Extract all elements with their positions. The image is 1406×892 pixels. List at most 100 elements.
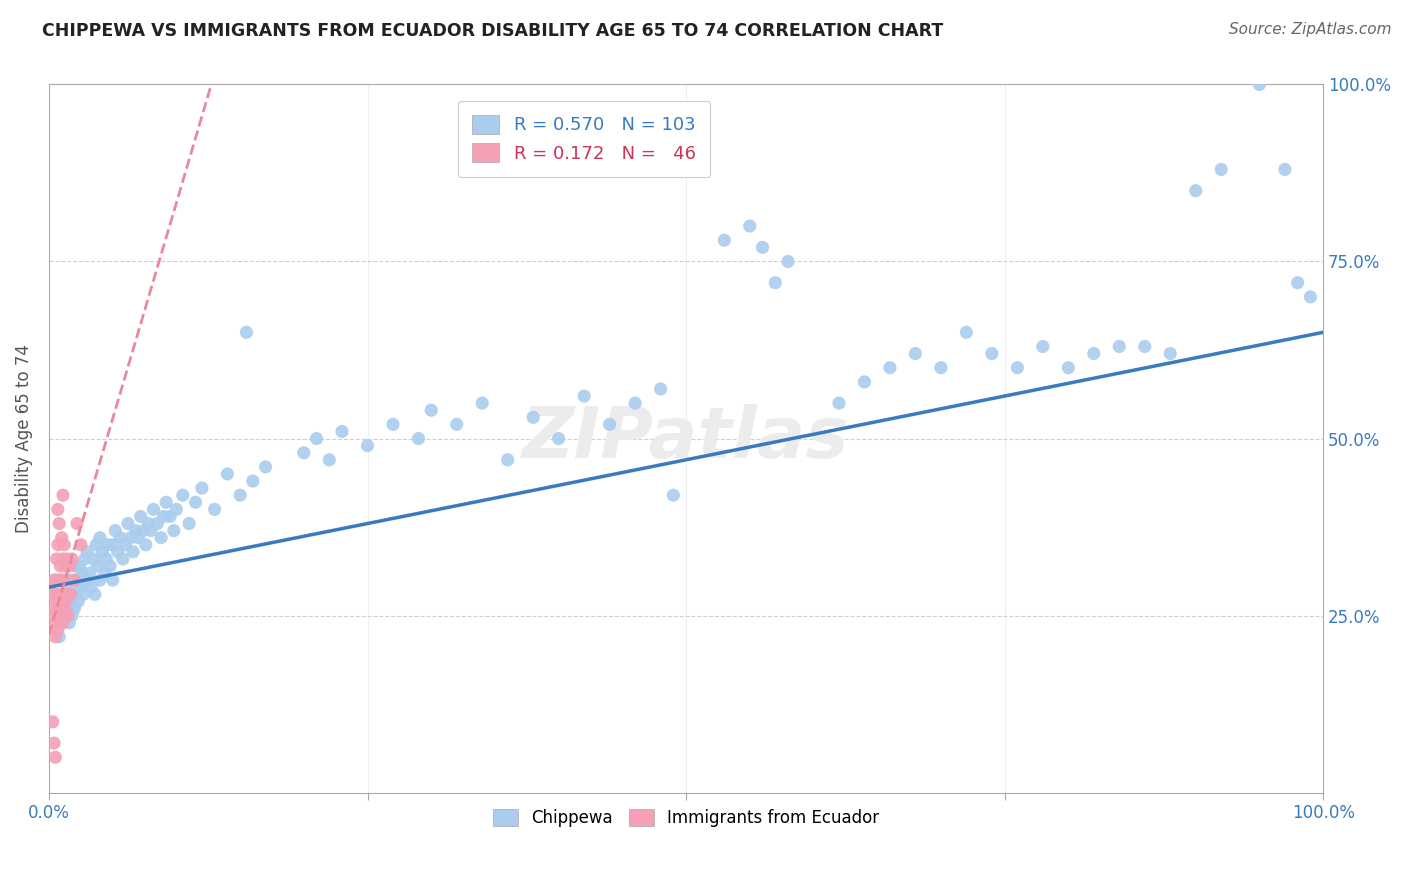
Point (60, 552, 83, 566)
Point (129, 509, 152, 524)
Point (48, 630, 70, 644)
Point (1184, 184, 1206, 198)
Point (1108, 339, 1130, 353)
Point (114, 538, 136, 552)
Point (76, 573, 98, 587)
Point (254, 459, 277, 474)
Point (828, 396, 851, 410)
Point (139, 524, 162, 538)
Point (155, 495, 177, 509)
Point (235, 326, 257, 340)
Point (96, 552, 118, 566)
Text: CHIPPEWA VS IMMIGRANTS FROM ECUADOR DISABILITY AGE 65 TO 74 CORRELATION CHART: CHIPPEWA VS IMMIGRANTS FROM ECUADOR DISA… (42, 22, 943, 40)
Point (44, 573, 66, 587)
Point (122, 545, 145, 559)
Point (53, 538, 76, 552)
Point (163, 524, 186, 538)
Point (135, 538, 157, 552)
Y-axis label: Disability Age 65 to 74: Disability Age 65 to 74 (15, 344, 32, 533)
Point (150, 531, 173, 545)
Point (69, 538, 91, 552)
Point (55, 559, 77, 574)
Point (1249, 78, 1271, 92)
Point (53, 573, 76, 587)
Point (242, 474, 264, 488)
Point (52, 552, 75, 566)
Point (51, 587, 73, 601)
Point (51, 608, 73, 623)
Point (101, 573, 124, 587)
Point (44, 587, 66, 601)
Point (46, 502, 69, 516)
Point (66, 516, 89, 531)
Point (58, 573, 80, 587)
Point (146, 516, 169, 531)
Point (58, 615, 80, 630)
Point (204, 502, 226, 516)
Point (955, 326, 977, 340)
Point (60, 573, 83, 587)
Point (52, 587, 75, 601)
Point (713, 233, 735, 247)
Point (73, 552, 96, 566)
Point (49, 615, 72, 630)
Point (318, 452, 340, 467)
Point (72, 587, 94, 601)
Text: ZIPatlas: ZIPatlas (523, 404, 849, 473)
Point (67, 594, 90, 608)
Point (356, 439, 378, 453)
Point (1032, 339, 1054, 353)
Point (138, 516, 160, 531)
Point (1211, 162, 1233, 177)
Point (471, 396, 494, 410)
Point (904, 346, 927, 360)
Point (496, 452, 519, 467)
Point (70, 566, 93, 580)
Point (330, 425, 353, 439)
Point (229, 488, 252, 502)
Point (46, 608, 69, 623)
Point (52, 615, 75, 630)
Point (104, 524, 127, 538)
Point (53, 601, 76, 615)
Point (97, 538, 120, 552)
Point (53, 594, 76, 608)
Point (929, 360, 952, 375)
Point (172, 488, 194, 502)
Point (56, 587, 79, 601)
Point (45, 573, 67, 587)
Point (58, 559, 80, 574)
Point (42, 714, 65, 729)
Point (79, 566, 101, 580)
Point (120, 531, 142, 545)
Point (179, 516, 201, 531)
Point (69, 559, 91, 574)
Point (127, 531, 149, 545)
Point (184, 495, 207, 509)
Point (52, 615, 75, 630)
Point (572, 389, 595, 403)
Point (60, 608, 83, 623)
Point (117, 516, 139, 531)
Point (124, 524, 146, 538)
Point (292, 446, 315, 460)
Point (49, 594, 72, 608)
Point (42, 608, 65, 623)
Point (547, 432, 569, 446)
Point (48, 516, 70, 531)
Legend: Chippewa, Immigrants from Ecuador: Chippewa, Immigrants from Ecuador (486, 803, 886, 834)
Point (63, 601, 86, 615)
Point (51, 601, 73, 615)
Point (980, 346, 1002, 360)
Point (66, 573, 89, 587)
Point (650, 382, 672, 396)
Point (110, 531, 132, 545)
Point (305, 432, 328, 446)
Point (51, 531, 73, 545)
Point (776, 254, 799, 268)
Point (56, 580, 79, 594)
Point (84, 538, 107, 552)
Point (1299, 290, 1322, 304)
Point (1007, 360, 1029, 375)
Point (853, 375, 876, 389)
